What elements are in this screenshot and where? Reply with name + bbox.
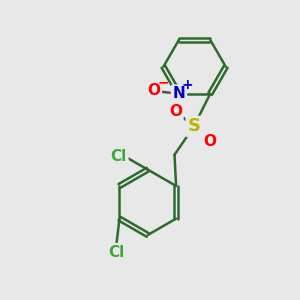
Text: O: O	[147, 83, 160, 98]
Text: Cl: Cl	[108, 245, 124, 260]
Text: S: S	[187, 118, 200, 136]
Text: N: N	[172, 86, 185, 101]
Text: O: O	[203, 134, 216, 149]
Text: −: −	[158, 76, 169, 89]
Text: O: O	[169, 103, 182, 118]
Text: Cl: Cl	[110, 149, 127, 164]
Text: +: +	[182, 78, 193, 92]
